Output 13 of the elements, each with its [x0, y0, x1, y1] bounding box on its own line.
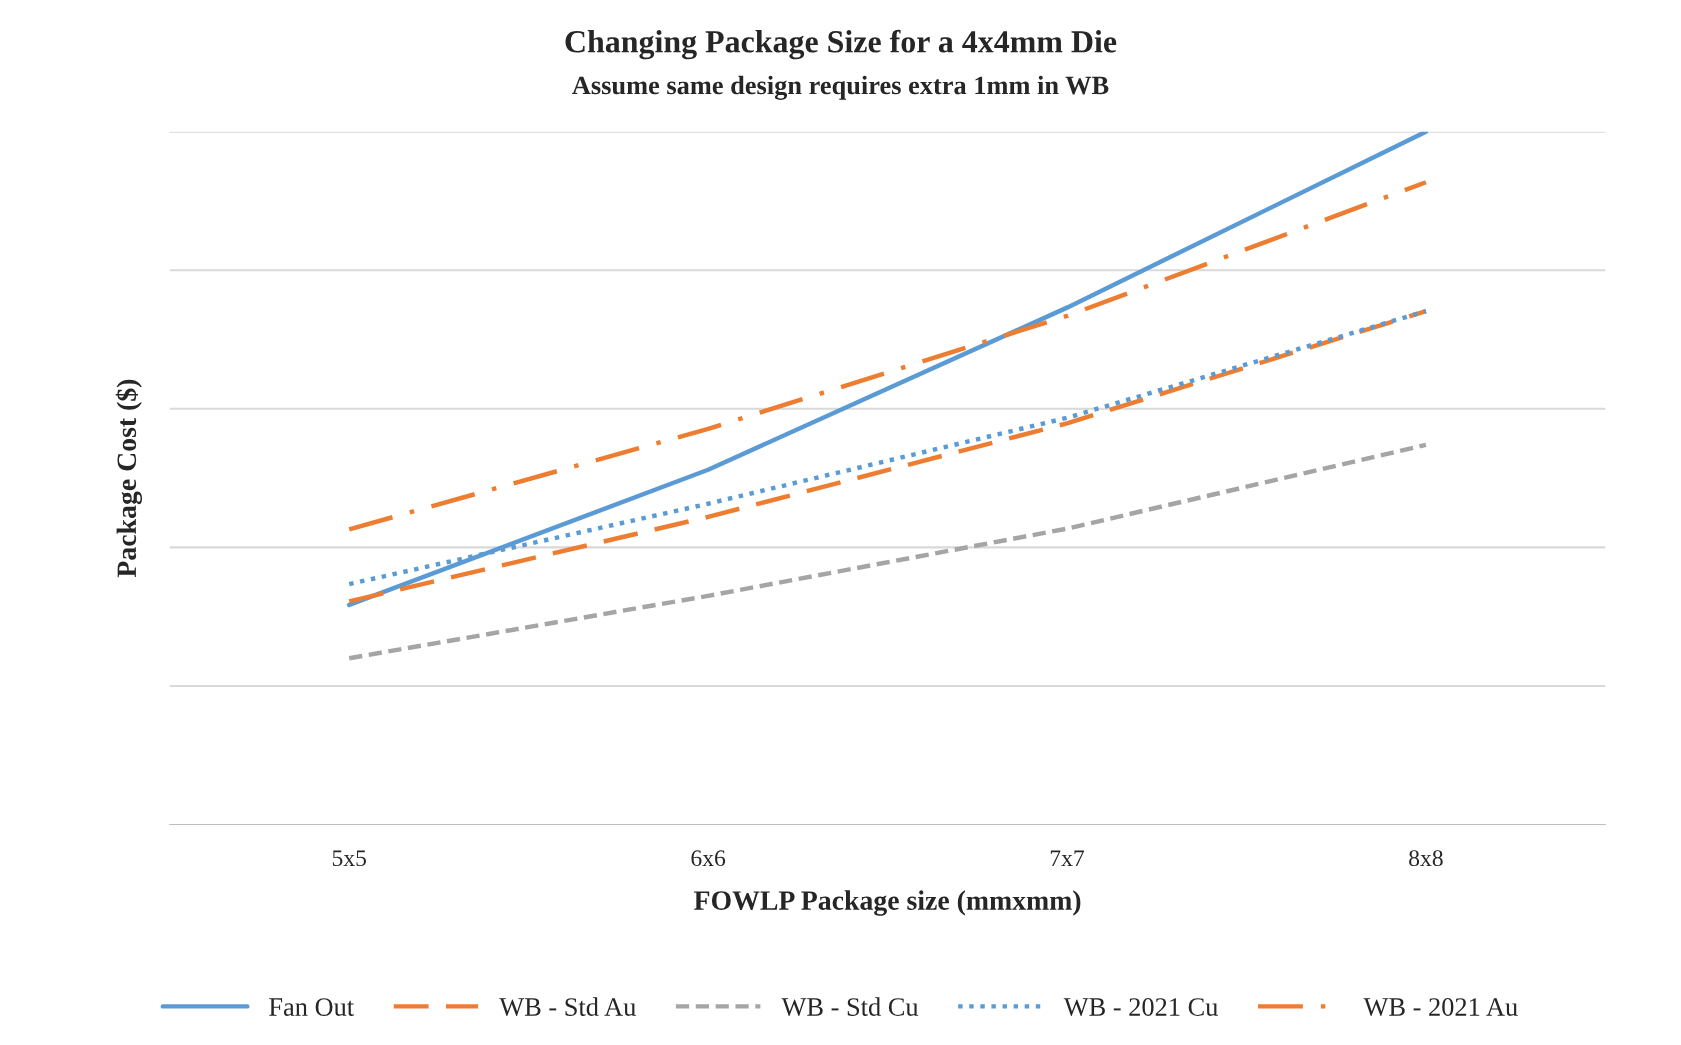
legend-label: WB - Std Cu [781, 997, 919, 1017]
x-tick-label: 5x5 [332, 850, 367, 867]
x-axis-title: FOWLP Package size (mmxmm) [694, 890, 1081, 916]
x-tick-label: 8x8 [1409, 850, 1443, 867]
y-axis-title: Package Cost ($) [115, 379, 142, 578]
chart-title: Changing Package Size for a 4x4mm Die [565, 29, 1117, 60]
legend-label: Fan Out [269, 998, 354, 1016]
x-tick-label: 7x7 [1050, 850, 1085, 866]
x-tick-label: 6x6 [691, 850, 726, 867]
legend-label: WB - 2021 Au [1363, 998, 1518, 1017]
chart-subtitle: Assume same design requires extra 1mm in WB [572, 75, 1109, 100]
legend-label: WB - 2021 Cu [1063, 998, 1218, 1017]
legend-label: WB - Std Au [499, 997, 636, 1017]
